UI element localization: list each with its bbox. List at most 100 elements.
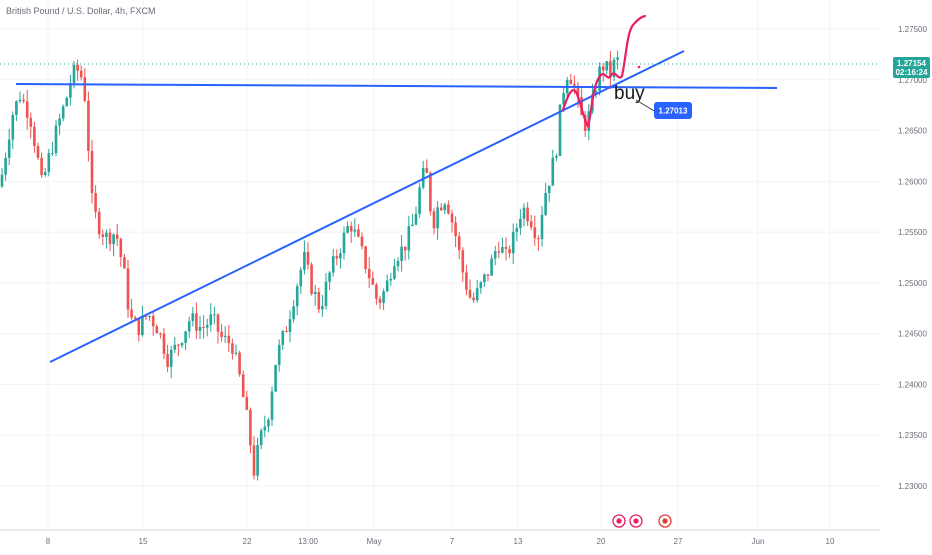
candle-body — [148, 316, 151, 318]
chart-grid — [0, 0, 880, 530]
chart-title: British Pound / U.S. Dollar, 4h, FXCM — [6, 6, 156, 16]
candle — [47, 148, 51, 177]
candle — [209, 303, 213, 332]
candle — [483, 273, 486, 288]
candle — [389, 272, 393, 287]
candle — [281, 329, 285, 350]
candle — [94, 185, 97, 219]
projection-drawing[interactable] — [561, 14, 647, 129]
time-tick-label: May — [366, 537, 381, 546]
candle — [371, 271, 375, 286]
candle-body — [342, 232, 346, 254]
time-tick-label: 27 — [674, 537, 683, 546]
candle-body — [537, 238, 540, 240]
candle-body — [209, 314, 213, 325]
candle-body — [51, 153, 54, 155]
candle — [551, 149, 555, 186]
candle — [29, 112, 33, 139]
candle-body — [40, 157, 43, 175]
economic-event-icon[interactable] — [629, 514, 643, 528]
candle — [205, 318, 209, 337]
candle-body — [187, 321, 191, 332]
candle-body — [468, 289, 472, 298]
candle-body — [285, 331, 288, 333]
candle — [231, 338, 234, 360]
candle — [76, 59, 79, 81]
candle — [540, 206, 544, 247]
candle — [616, 50, 619, 70]
candle-body — [551, 157, 555, 186]
candle-body — [43, 172, 47, 175]
candle — [148, 315, 151, 321]
price-tick-label: 1.26500 — [898, 127, 927, 136]
candle — [429, 171, 432, 216]
candle-body — [324, 281, 328, 306]
candle-body — [479, 282, 483, 289]
candle — [299, 267, 303, 294]
candle-body — [414, 214, 418, 225]
candle — [609, 50, 612, 90]
candle-body — [238, 352, 241, 375]
candle — [7, 128, 11, 166]
candle — [443, 202, 447, 215]
candle-body — [166, 354, 169, 367]
candle — [436, 201, 439, 240]
candle — [245, 390, 249, 411]
candle-body — [558, 104, 562, 156]
candle — [475, 279, 479, 303]
candle — [54, 119, 58, 156]
candle — [263, 415, 267, 438]
candle-body — [328, 272, 331, 282]
candle — [227, 325, 231, 353]
candle-body — [115, 234, 119, 240]
ascending-trendline[interactable] — [49, 50, 685, 363]
candle — [234, 344, 238, 356]
candle — [306, 242, 310, 270]
candle — [526, 202, 529, 226]
candle — [544, 182, 547, 217]
economic-event-icon[interactable] — [658, 514, 672, 528]
candle-body — [375, 284, 378, 299]
candle-body — [475, 288, 479, 301]
candle — [403, 246, 407, 261]
candle — [115, 223, 119, 247]
time-tick-label: 13 — [514, 537, 523, 546]
price-callout-value: 1.27013 — [659, 107, 688, 116]
candle — [335, 249, 339, 266]
price-axis: 1.27500 1.27000 1.26500 1.26000 1.25500 1.250… — [893, 25, 930, 491]
candle — [414, 206, 418, 226]
candle-body — [436, 207, 439, 229]
candle-body — [303, 251, 306, 270]
candle-body — [385, 280, 389, 292]
candle — [472, 292, 475, 303]
economic-event-icon[interactable] — [612, 514, 626, 528]
candle — [151, 312, 155, 336]
candle — [61, 104, 65, 122]
horizontal-resistance-line[interactable] — [15, 83, 778, 89]
candle-body — [562, 93, 565, 105]
candle-body — [263, 426, 267, 431]
candle-body — [241, 374, 245, 398]
price-callout-box — [654, 102, 692, 119]
candlestick-series — [0, 50, 619, 481]
candle-body — [22, 99, 25, 102]
candle — [501, 237, 504, 254]
candle — [220, 323, 223, 342]
candle-body — [25, 101, 29, 118]
candle — [101, 229, 105, 246]
buy-annotation[interactable]: buy — [614, 83, 645, 104]
price-callout[interactable]: 1.27013 — [654, 102, 692, 119]
candle — [454, 216, 457, 248]
candle — [421, 160, 425, 190]
candle-body — [123, 257, 126, 269]
candle — [11, 111, 15, 150]
candle — [184, 330, 187, 351]
candle-body — [432, 211, 436, 229]
candle — [508, 245, 511, 259]
candle-body — [83, 77, 87, 101]
candle — [601, 62, 605, 82]
candle — [547, 185, 551, 203]
candle-body — [133, 317, 137, 319]
